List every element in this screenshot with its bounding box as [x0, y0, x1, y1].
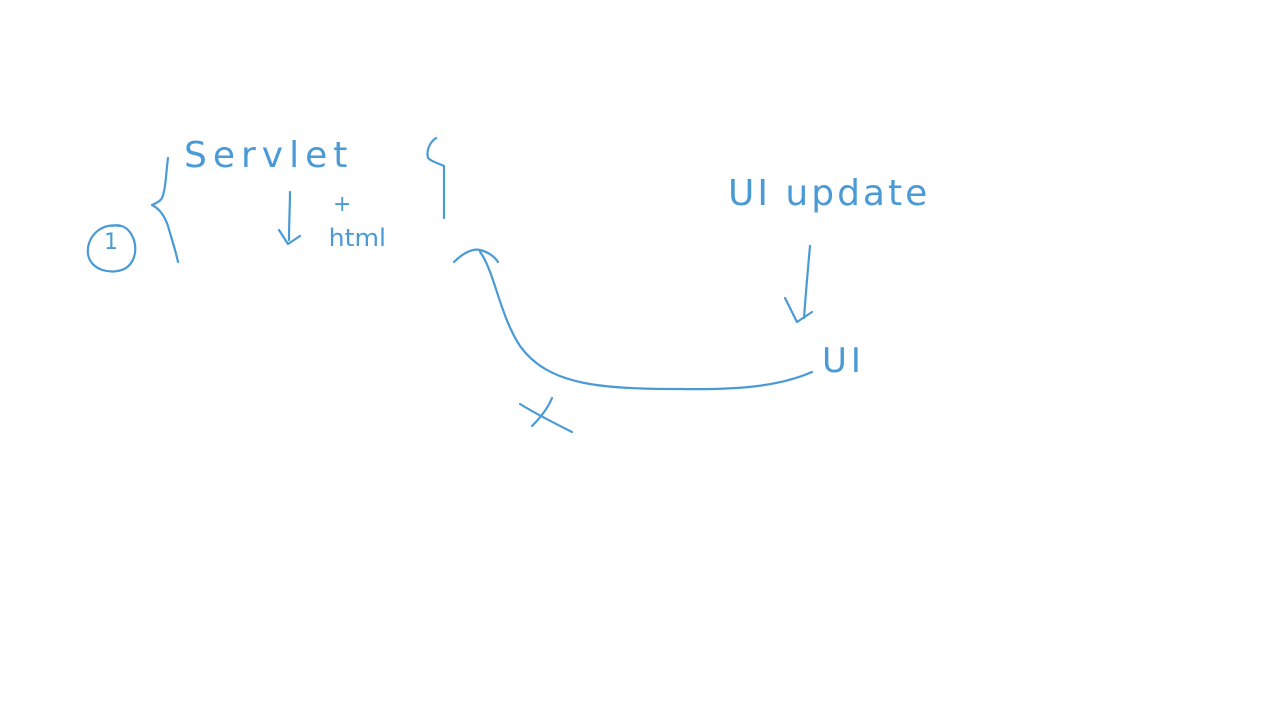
servlet-down-arrow — [287, 190, 292, 242]
step-number: 1 — [104, 230, 118, 255]
step-circle — [86, 224, 137, 273]
servlet-label: Servlet — [184, 135, 354, 176]
left-brace — [150, 156, 180, 264]
html-label: html — [328, 224, 387, 252]
ui-label: UI — [822, 341, 865, 381]
return-curve-arrowhead — [452, 248, 500, 264]
update-down-arrow — [802, 244, 812, 320]
ui-update-label: UI update — [728, 173, 931, 214]
plus-sign: + — [333, 192, 352, 217]
right-brace — [426, 136, 446, 220]
return-curve-arrow — [478, 250, 814, 391]
update-down-arrowhead — [783, 296, 814, 324]
reject-mark-stroke-1 — [518, 402, 574, 434]
servlet-down-arrowhead — [277, 228, 302, 246]
reject-mark-stroke-2 — [530, 396, 554, 428]
